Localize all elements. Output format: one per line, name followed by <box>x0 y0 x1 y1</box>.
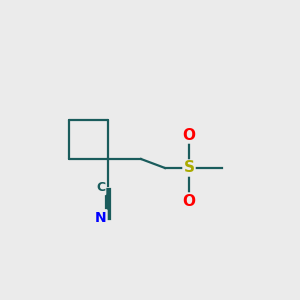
Text: N: N <box>95 211 106 224</box>
Text: C: C <box>96 181 105 194</box>
Text: S: S <box>184 160 194 175</box>
Text: O: O <box>182 194 196 208</box>
Text: O: O <box>182 128 196 142</box>
